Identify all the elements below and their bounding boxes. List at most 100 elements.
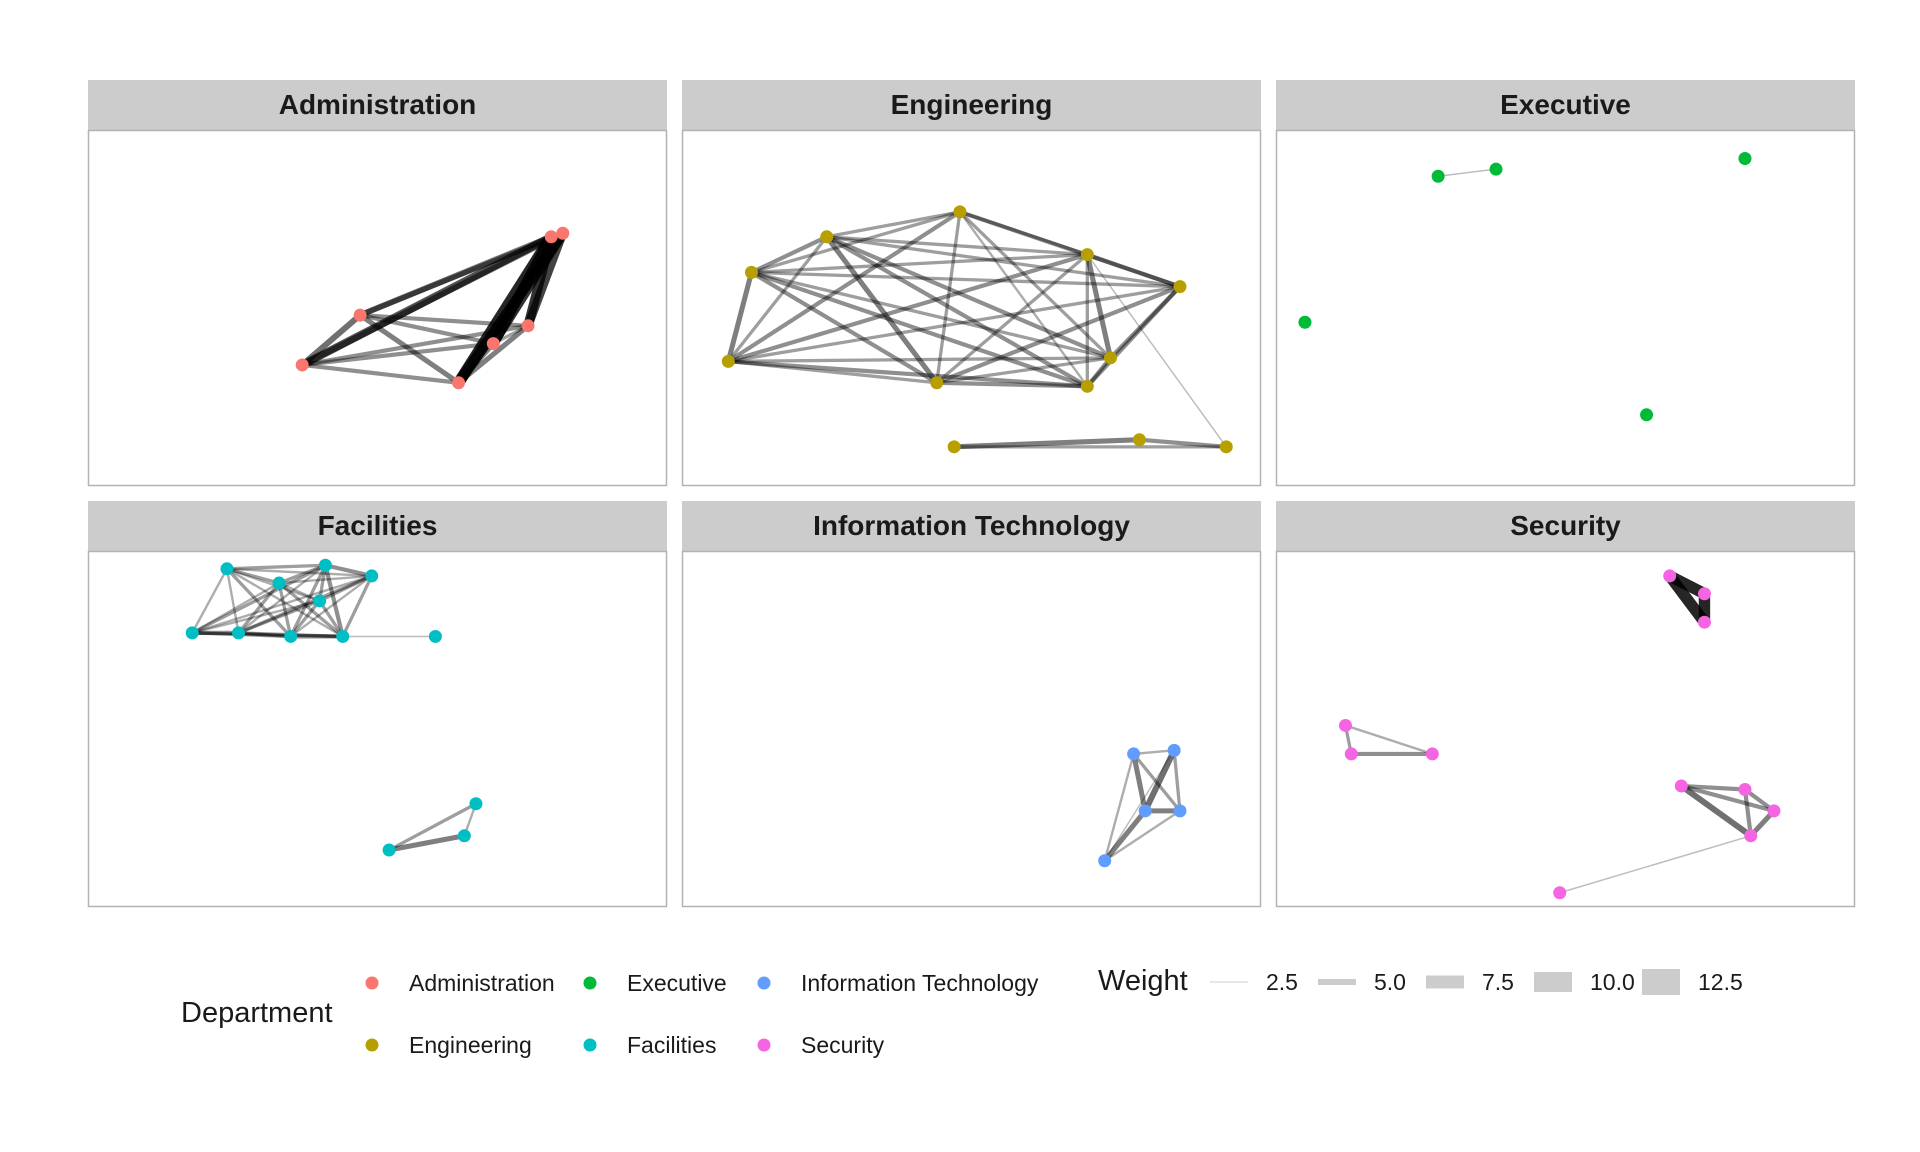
network-node: [1738, 151, 1752, 165]
legend-key-dot: [365, 1038, 379, 1052]
panel-body: [681, 129, 1262, 487]
network-node: [336, 629, 350, 643]
weight-key-bar: [1210, 981, 1248, 983]
network-edge: [957, 209, 1183, 289]
network-edge: [934, 380, 1090, 389]
network-edge: [958, 210, 1113, 360]
network-edge: [453, 227, 569, 389]
legend-key-dot: [757, 1038, 771, 1052]
network-edge: [726, 235, 829, 364]
network-edge: [341, 574, 374, 639]
network-node: [469, 797, 483, 811]
network-edge: [726, 359, 1090, 389]
network-node: [318, 558, 332, 572]
network-node: [1744, 829, 1758, 843]
network-edge: [1085, 284, 1183, 389]
network-edge: [1679, 783, 1777, 813]
panel-title: Executive: [1500, 89, 1631, 120]
network-edge: [357, 312, 462, 386]
network-edge: [300, 341, 496, 368]
network-node: [820, 230, 834, 244]
network-edge: [1742, 787, 1753, 838]
panel-executive: Executive: [1275, 80, 1856, 487]
network-node: [382, 843, 396, 857]
network-node: [1640, 408, 1654, 422]
network-edge: [225, 563, 328, 571]
network-edge: [191, 599, 321, 635]
network-edge: [288, 563, 328, 639]
network-node: [1553, 886, 1567, 900]
network-edge: [323, 563, 345, 639]
network-node: [521, 319, 535, 333]
network-node: [1697, 615, 1711, 629]
network-node: [721, 354, 735, 368]
network-node: [1219, 440, 1233, 454]
network-edge: [191, 567, 229, 635]
network-edge: [726, 209, 963, 364]
network-edge: [191, 574, 373, 635]
panel-body: [681, 550, 1262, 908]
weight-key-bar: [1318, 979, 1356, 985]
weight-label: 10.0: [1590, 969, 1635, 995]
legend: Department Administration Executive Inform…: [181, 965, 1743, 1058]
panel-title: Engineering: [891, 89, 1053, 120]
network-node: [1344, 747, 1358, 761]
network-edge: [277, 574, 373, 585]
panel-strip: [682, 80, 1261, 130]
network-node: [1132, 433, 1146, 447]
network-edge: [726, 359, 939, 385]
network-edge: [277, 563, 328, 585]
panel-strip: [1276, 80, 1855, 130]
network-edge: [951, 437, 1142, 450]
network-edge: [1085, 252, 1183, 289]
network-edge: [1086, 253, 1228, 448]
network-edge: [749, 210, 962, 275]
panel-strip: [682, 501, 1261, 551]
network-edge: [1132, 749, 1176, 756]
network-node: [457, 829, 471, 843]
weight-legend-title: Weight: [1098, 965, 1188, 997]
weight-legend-item: 2.5: [1210, 969, 1298, 995]
network-node: [1080, 248, 1094, 262]
network-edge: [1344, 724, 1434, 756]
network-edge: [317, 574, 374, 603]
weight-label: 12.5: [1698, 969, 1743, 995]
network-edge: [726, 356, 1113, 364]
network-edge: [300, 362, 461, 385]
network-edge: [277, 581, 293, 639]
facet-panels: Administration Engineering Executive Facili…: [87, 80, 1856, 908]
legend-item-information-technology: Information Technology: [757, 970, 1039, 996]
network-node: [1431, 169, 1445, 183]
weight-legend-item: 10.0: [1534, 969, 1635, 995]
network-node: [1674, 779, 1688, 793]
network-edge: [749, 270, 1113, 360]
network-node: [1138, 804, 1152, 818]
network-edge: [825, 235, 1182, 289]
network-edge: [387, 802, 478, 852]
network-node: [284, 629, 298, 643]
network-node: [313, 594, 327, 608]
legend-item-administration: Administration: [365, 970, 555, 996]
weight-label: 2.5: [1266, 969, 1298, 995]
network-edge: [357, 230, 566, 318]
network-edge: [191, 581, 281, 635]
network-edge: [934, 284, 1183, 385]
network-edge: [236, 631, 293, 639]
network-edge: [725, 269, 755, 364]
department-legend-title: Department: [181, 997, 333, 1029]
network-edge: [1103, 752, 1135, 862]
network-edge: [1678, 782, 1754, 839]
legend-label: Facilities: [627, 1032, 716, 1058]
network-edge: [1131, 751, 1148, 814]
network-edge: [277, 581, 345, 639]
network-edge: [935, 252, 1089, 385]
network-edge: [358, 313, 531, 328]
network-node: [556, 226, 570, 240]
panel-facilities: Facilities: [87, 501, 668, 908]
panel-information-technology: Information Technology: [681, 501, 1262, 908]
network-edge: [1137, 437, 1229, 449]
panel-strip: [88, 80, 667, 130]
network-node: [1697, 587, 1711, 601]
network-node: [353, 308, 367, 322]
